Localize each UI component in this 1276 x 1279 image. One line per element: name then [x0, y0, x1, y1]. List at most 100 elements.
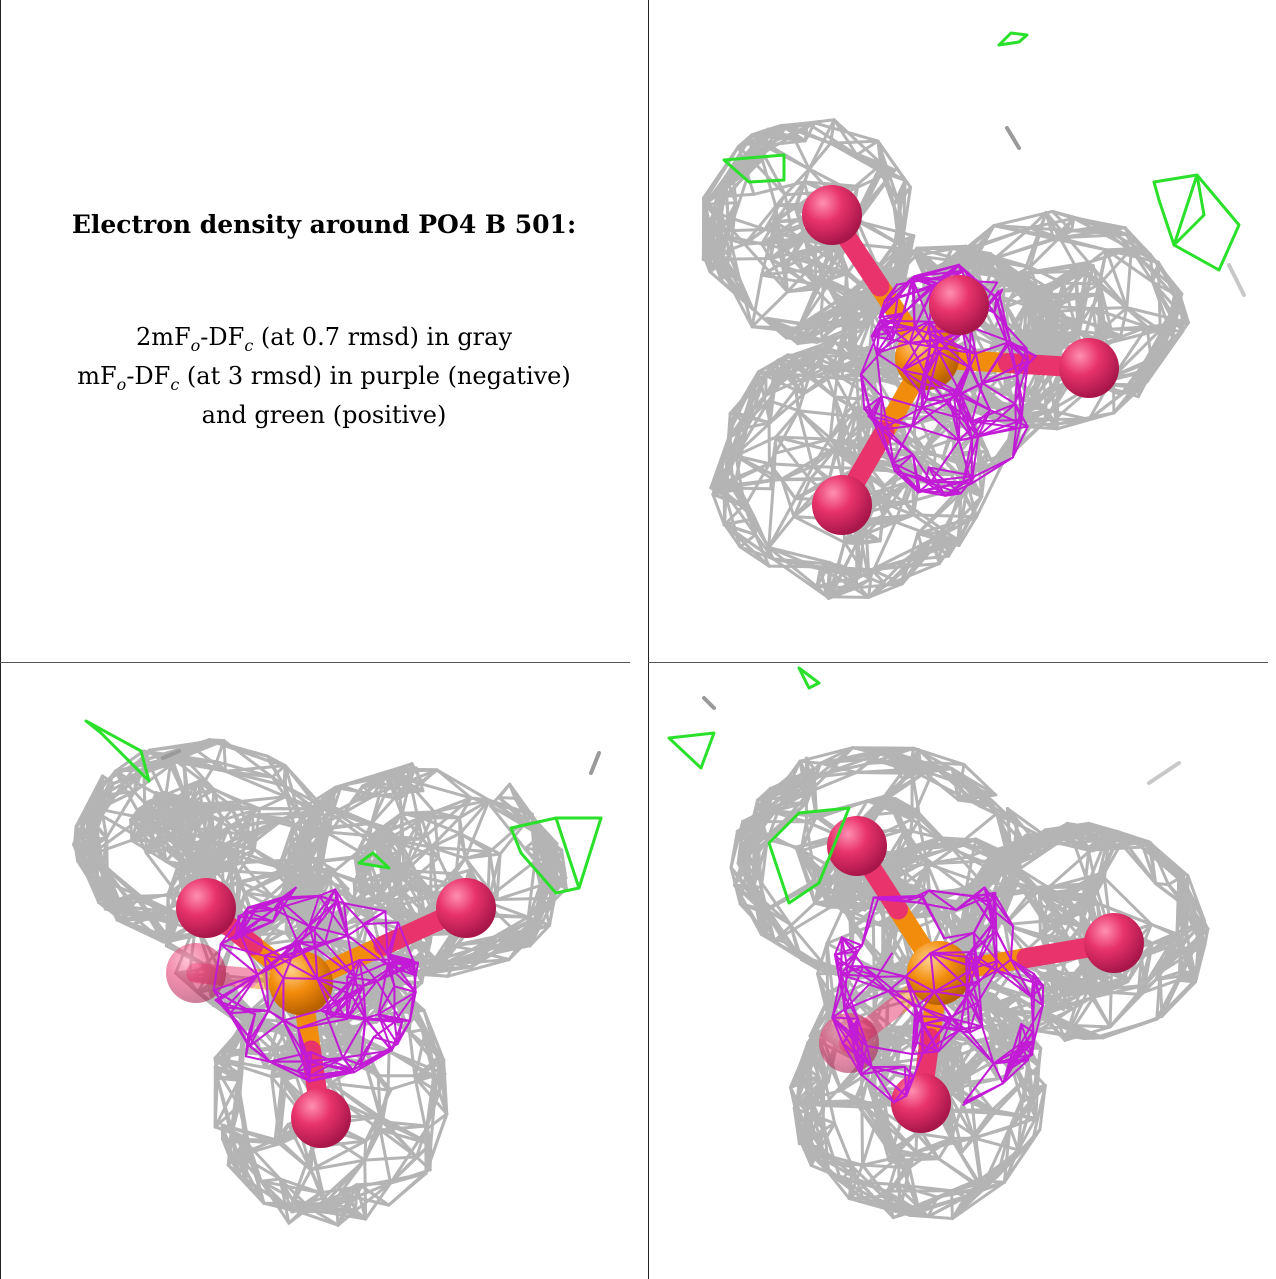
mesh-edge [974, 352, 984, 385]
mesh-edge [432, 948, 474, 963]
mesh-edge [363, 1158, 368, 1221]
mesh-edge [709, 454, 738, 490]
mesh-edge [767, 399, 800, 413]
mesh-edge [316, 959, 361, 980]
mesh-edge [389, 1155, 418, 1185]
mesh-edge [435, 768, 491, 802]
mesh-edge [330, 993, 379, 1033]
mesh-edge [832, 118, 859, 157]
mesh-edge [248, 1045, 271, 1063]
mesh-edge [265, 969, 270, 1012]
mesh-edge [913, 281, 937, 330]
mesh-edge [463, 798, 491, 860]
mesh-edge [808, 340, 837, 378]
mesh-edge [322, 1196, 368, 1221]
mesh-edge [352, 882, 357, 902]
mesh-edge [374, 993, 379, 1024]
mesh-edge [1098, 247, 1133, 286]
mesh-edge [957, 437, 973, 442]
mesh-edge [277, 946, 317, 959]
mesh-edge [830, 333, 845, 373]
mesh-edge [830, 369, 879, 402]
mesh-edge [316, 977, 352, 996]
mesh-edge [773, 220, 802, 240]
mesh-edge [893, 178, 907, 246]
mesh-edge [358, 959, 365, 987]
mesh-edge [957, 439, 973, 485]
mesh-edge [722, 523, 775, 561]
mesh-edge [386, 964, 417, 994]
mesh-edge [815, 561, 832, 589]
mesh-edge [278, 899, 311, 928]
mesh-edge [944, 482, 973, 497]
mesh-edge [1119, 360, 1146, 397]
mesh-edge [429, 816, 462, 849]
oxygen-atom [1059, 338, 1119, 398]
mesh-edge [320, 805, 375, 846]
mesh-edge [375, 961, 419, 983]
mesh-edge [258, 795, 288, 811]
mesh-edge [734, 454, 747, 509]
mesh-edge [364, 1088, 393, 1143]
mesh-edge [329, 1081, 382, 1119]
mesh-edge [752, 180, 806, 196]
mesh-edge [927, 466, 976, 477]
mesh-edge [363, 1115, 382, 1162]
mesh-edge [300, 887, 350, 925]
mesh-edge [96, 767, 151, 812]
mesh-edge [314, 798, 373, 838]
mesh-edge [309, 1056, 344, 1077]
mesh-edge [265, 956, 295, 972]
mesh-edge [767, 546, 832, 565]
mesh-edge [833, 395, 879, 402]
mesh-edge [415, 1142, 433, 1159]
mesh-edge [319, 1009, 335, 1018]
mesh-edge [181, 739, 226, 759]
mesh-edge [332, 1015, 367, 1021]
mesh-edge [875, 327, 916, 354]
mesh-edge [197, 779, 213, 807]
mesh-edge [130, 839, 168, 863]
mesh-edge [409, 974, 417, 1022]
center-divider [648, 0, 649, 1279]
mesh-edge [384, 910, 389, 955]
mesh-edge [878, 514, 885, 543]
mesh-edge [393, 985, 417, 994]
mesh-edge [282, 1019, 300, 1030]
mesh-edge [279, 1020, 298, 1030]
mesh-edge [266, 754, 286, 788]
mesh-edge [424, 1112, 449, 1132]
mesh-edge [1125, 247, 1133, 310]
mesh-edge [1057, 233, 1128, 240]
mesh-edge [1057, 216, 1076, 240]
mesh-edge [213, 1076, 219, 1129]
mesh-edge [335, 900, 349, 937]
mesh-edge [246, 1013, 256, 1045]
mesh-edge [1016, 347, 1028, 377]
mesh-edge [970, 435, 980, 485]
mesh-edge [870, 312, 905, 338]
mesh-edge [389, 1168, 432, 1185]
mesh-edge [166, 868, 178, 896]
mesh-edge [213, 1056, 267, 1069]
mesh-edge [902, 281, 937, 315]
mesh-edge [215, 1076, 240, 1082]
mesh-edge [750, 290, 789, 329]
mesh-edge [291, 867, 296, 908]
mesh-edge [907, 234, 916, 251]
mesh-edge [281, 817, 303, 833]
mesh-edge [395, 767, 436, 814]
mesh-edge [737, 144, 787, 197]
mesh-edge [1044, 211, 1078, 269]
mesh-edge [937, 339, 971, 369]
mesh-edge [970, 456, 1014, 485]
mesh-edge [1061, 281, 1102, 286]
mesh-edge [993, 311, 1028, 350]
mesh-edge [937, 350, 971, 369]
mesh-edge [341, 1017, 367, 1059]
mesh-edge [318, 888, 337, 897]
mesh-edge [378, 1115, 418, 1159]
mesh-edge [793, 464, 815, 501]
legend-line-mfo: mFo-DFc (at 3 rmsd) in purple (negative) [1, 361, 647, 400]
positive-density-cage [722, 153, 786, 184]
